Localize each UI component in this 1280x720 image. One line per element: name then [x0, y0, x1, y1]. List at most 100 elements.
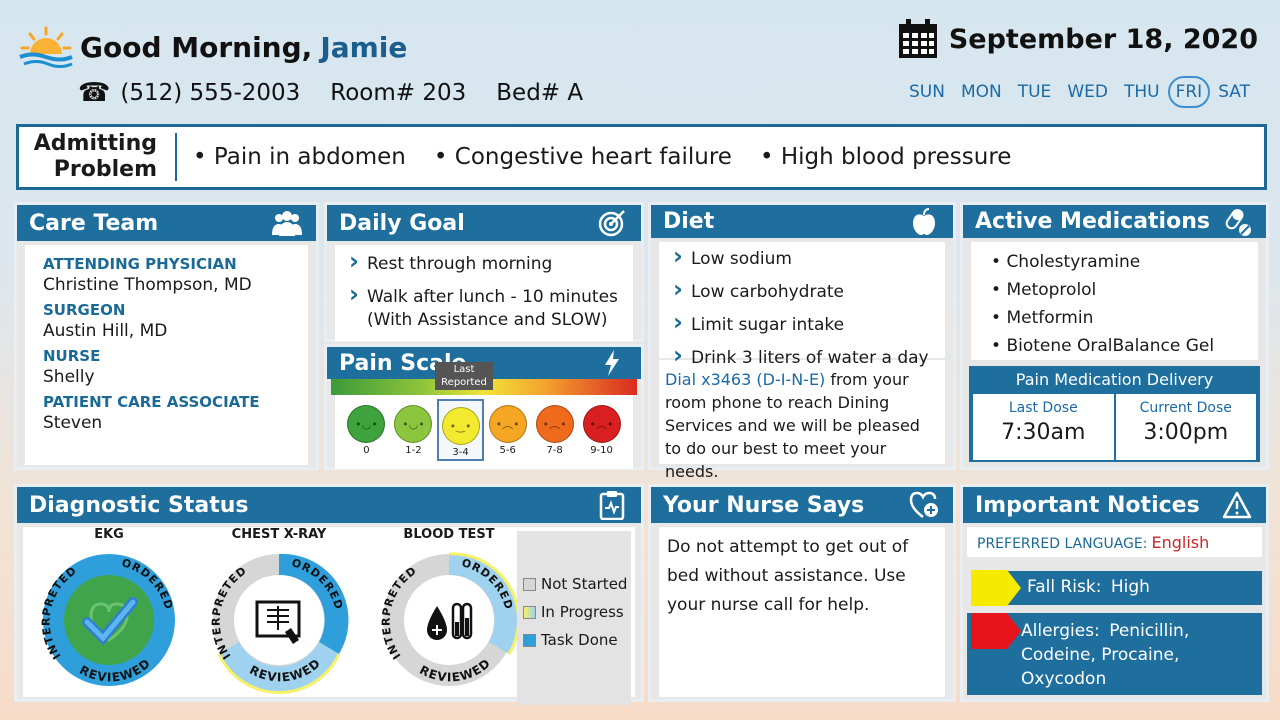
- dining-phone-link[interactable]: Dial x3463 (D-I-N-E): [665, 370, 826, 389]
- pain-level-0[interactable]: •◡• 0: [343, 399, 390, 469]
- legend-item: In Progress: [523, 603, 631, 621]
- sun-icon: [19, 26, 73, 68]
- notices-header: Important Notices: [963, 487, 1266, 523]
- medications-list: Cholestyramine Metoprolol Metformin Biot…: [971, 242, 1258, 360]
- pain-level-label: 1-2: [405, 445, 422, 456]
- medication-item: Cholestyramine: [991, 248, 1238, 276]
- pain-face-icon: •‿•: [441, 407, 480, 445]
- daily-goal-header: Daily Goal: [327, 205, 641, 241]
- heart-plus-icon: [907, 490, 941, 520]
- diet-item: Low carbohydrate: [669, 278, 935, 304]
- pills-icon: [1220, 207, 1254, 237]
- diet-title: Diet: [663, 209, 715, 234]
- legend-item: Task Done: [523, 631, 631, 649]
- test-name: BLOOD TEST: [403, 527, 495, 542]
- last-reported-line1: Last: [453, 364, 475, 375]
- test-name: CHEST X-RAY: [231, 527, 327, 542]
- medications-title: Active Medications: [975, 209, 1210, 234]
- chest-xray-status: CHEST X-RAY INTERPRETED ORDERED REVIEWED: [195, 527, 363, 698]
- legend-item: Not Started: [523, 575, 631, 593]
- care-member-name: Shelly: [43, 367, 95, 387]
- test-name: EKG: [94, 527, 124, 542]
- target-icon: [595, 208, 629, 238]
- care-team-title: Care Team: [29, 210, 159, 236]
- diagnostic-body: EKG INTERPRETED ORDERED REVIEWED CHEST X…: [23, 527, 635, 705]
- blood-test-ring: INTERPRETED ORDERED REVIEWED: [380, 552, 520, 686]
- pain-face-icon: •︵•: [488, 405, 527, 443]
- phone-number: (512) 555-2003: [120, 80, 301, 106]
- weekday-tue: TUE: [1017, 82, 1052, 102]
- important-notices-panel: Important Notices PREFERRED LANGUAGE: Eng…: [960, 484, 1269, 702]
- pain-face-icon: •◡•: [394, 405, 433, 443]
- phone-icon: ☎: [78, 78, 111, 108]
- patient-name: Jamie: [320, 30, 408, 64]
- legend-swatch: [523, 633, 536, 647]
- pain-level-7-8[interactable]: •︵• 7-8: [531, 399, 578, 469]
- legend-label: In Progress: [541, 603, 624, 621]
- care-role: PATIENT CARE ASSOCIATE: [43, 393, 260, 411]
- admitting-problem-label: Admitting Problem: [19, 131, 177, 182]
- last-dose: Last Dose 7:30am: [973, 394, 1114, 460]
- goal-item: Walk after lunch - 10 minutes (With Assi…: [345, 283, 623, 332]
- pain-face-icon: •︵•: [582, 405, 621, 443]
- ekg-ring: INTERPRETED ORDERED REVIEWED: [40, 554, 175, 686]
- nurse-message: Do not attempt to get out of bed without…: [659, 527, 945, 697]
- current-dose-time: 3:00pm: [1143, 420, 1229, 445]
- pain-face-icon: •◡•: [347, 405, 386, 443]
- medication-item: Metoprolol: [991, 276, 1238, 304]
- fall-risk-row: Fall Risk: High: [967, 570, 1262, 606]
- allergies-row: Allergies: Penicillin, Codeine, Procaine…: [967, 613, 1262, 695]
- medication-item: Biotene OralBalance Gel: [991, 332, 1238, 360]
- weekday-thu: THU: [1123, 82, 1160, 102]
- delivery-title: Pain Medication Delivery: [1015, 370, 1214, 389]
- weekday-wed: WED: [1067, 82, 1108, 102]
- notices-title: Important Notices: [975, 492, 1200, 518]
- admitting-label-line1: Admitting: [33, 131, 157, 156]
- last-reported-line2: Reported: [441, 377, 487, 388]
- pain-level-3-4[interactable]: •‿• 3-4: [436, 399, 485, 461]
- allergies-value: Penicillin, Codeine, Procaine, Oxycodon: [1021, 621, 1190, 689]
- pain-level-label: 0: [363, 445, 370, 456]
- fall-risk-value: High: [1110, 577, 1150, 597]
- goal-item: Rest through morning: [345, 250, 623, 276]
- pain-level-label: 5-6: [499, 445, 516, 456]
- legend-swatch: [523, 605, 536, 619]
- contact-info: ☎ (512) 555-2003 Room# 203 Bed# A: [78, 78, 583, 108]
- care-role: NURSE: [43, 347, 101, 365]
- active-medications-panel: Active Medications Cholestyramine Metopr…: [960, 202, 1269, 470]
- greeting-text: Good Morning,: [80, 30, 313, 64]
- care-team-panel: Care Team ATTENDING PHYSICIAN Christine …: [14, 202, 319, 470]
- clipboard-icon: [595, 490, 629, 520]
- pain-level-label: 9-10: [590, 445, 613, 456]
- pain-level-5-6[interactable]: •︵• 5-6: [484, 399, 531, 469]
- dining-note-text: from your room phone to reach Dining Ser…: [665, 370, 920, 481]
- diagnostic-status-panel: Diagnostic Status EKG INTERPRETED ORDERE…: [14, 484, 644, 705]
- last-reported-tag: Last Reported: [435, 362, 493, 390]
- weekday-fri: FRI: [1167, 76, 1211, 108]
- language-value: English: [1151, 533, 1210, 552]
- pain-level-1-2[interactable]: •◡• 1-2: [390, 399, 437, 469]
- pain-scale-panel: Pain Scale Last Reported •◡• 0 •◡• 1-2 •‿• 3-…: [324, 344, 644, 470]
- daily-goal-panel: Daily Goal Rest through morning Walk aft…: [324, 202, 644, 342]
- apple-icon: [907, 207, 941, 237]
- admitting-problem-item: Pain in abdomen: [193, 144, 406, 170]
- diagnostic-header: Diagnostic Status: [17, 487, 641, 523]
- diet-panel: Diet Low sodium Low carbohydrate Limit s…: [648, 202, 956, 481]
- diagnostic-legend: Not Started In Progress Task Done: [517, 531, 631, 705]
- admitting-problem-item: High blood pressure: [760, 144, 1012, 170]
- daily-goal-title: Daily Goal: [339, 210, 465, 236]
- nurse-says-panel: Your Nurse Says Do not attempt to get ou…: [648, 484, 956, 702]
- diagnostic-title: Diagnostic Status: [29, 492, 249, 518]
- care-role: ATTENDING PHYSICIAN: [43, 255, 237, 273]
- legend-label: Not Started: [541, 575, 628, 593]
- bed-number: Bed# A: [496, 80, 584, 106]
- weekday-mon: MON: [960, 82, 1002, 102]
- delivery-times: Last Dose 7:30am Current Dose 3:00pm: [973, 394, 1256, 460]
- weekday-sun: SUN: [909, 82, 945, 102]
- care-role: SURGEON: [43, 301, 126, 319]
- preferred-language: PREFERRED LANGUAGE: English: [967, 527, 1262, 557]
- pain-level-9-10[interactable]: •︵• 9-10: [578, 399, 625, 469]
- fall-risk-label: Fall Risk:: [1027, 577, 1102, 597]
- chest-xray-ring: INTERPRETED ORDERED REVIEWED: [210, 553, 349, 694]
- ekg-status: EKG INTERPRETED ORDERED REVIEWED: [25, 527, 193, 698]
